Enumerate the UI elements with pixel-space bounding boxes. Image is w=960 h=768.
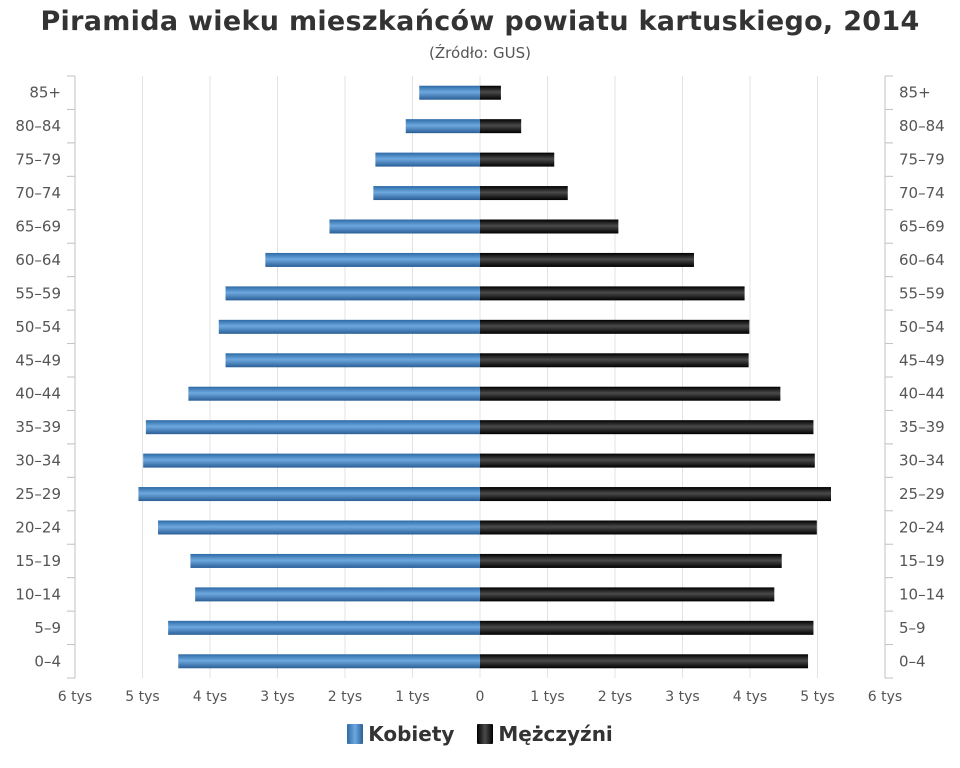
category-label-right: 85+ bbox=[899, 84, 931, 102]
category-label-left: 35–39 bbox=[15, 418, 61, 436]
category-label-right: 55–59 bbox=[899, 284, 945, 302]
category-label-right: 0–4 bbox=[899, 652, 926, 670]
category-label-left: 30–34 bbox=[15, 452, 61, 470]
bar-kobiety[interactable] bbox=[405, 119, 480, 134]
category-label-left: 60–64 bbox=[15, 251, 61, 269]
bar-mezczyzni[interactable] bbox=[480, 553, 782, 568]
bar-kobiety[interactable] bbox=[419, 85, 480, 100]
category-label-left: 65–69 bbox=[15, 218, 61, 236]
bar-mezczyzni[interactable] bbox=[480, 520, 817, 535]
legend-label-kobiety: Kobiety bbox=[368, 722, 455, 746]
x-tick-label: 6 tys bbox=[58, 689, 92, 705]
bar-kobiety[interactable] bbox=[225, 286, 480, 301]
category-label-left: 40–44 bbox=[15, 385, 61, 403]
category-label-right: 30–34 bbox=[899, 452, 945, 470]
category-label-left: 25–29 bbox=[15, 485, 61, 503]
bar-mezczyzni[interactable] bbox=[480, 620, 814, 635]
category-label-right: 40–44 bbox=[899, 385, 945, 403]
legend: Kobiety Mężczyźni bbox=[0, 722, 960, 749]
bar-mezczyzni[interactable] bbox=[480, 152, 555, 167]
legend-item-mezczyzni[interactable]: Mężczyźni bbox=[477, 722, 613, 746]
category-label-left: 70–74 bbox=[15, 184, 61, 202]
category-label-right: 10–14 bbox=[899, 585, 945, 603]
x-tick-label: 5 tys bbox=[800, 689, 834, 705]
x-tick-label: 1 tys bbox=[395, 689, 429, 705]
category-label-right: 5–9 bbox=[899, 619, 926, 637]
x-tick-label: 5 tys bbox=[125, 689, 159, 705]
bar-kobiety[interactable] bbox=[138, 487, 480, 502]
category-label-right: 25–29 bbox=[899, 485, 945, 503]
bar-kobiety[interactable] bbox=[329, 219, 480, 234]
bar-mezczyzni[interactable] bbox=[480, 487, 831, 502]
category-label-right: 45–49 bbox=[899, 351, 945, 369]
bar-mezczyzni[interactable] bbox=[480, 587, 775, 602]
x-tick-label: 1 tys bbox=[530, 689, 564, 705]
x-tick-label: 4 tys bbox=[193, 689, 227, 705]
category-label-left: 80–84 bbox=[15, 117, 61, 135]
category-label-right: 80–84 bbox=[899, 117, 945, 135]
category-label-left: 50–54 bbox=[15, 318, 61, 336]
category-label-left: 20–24 bbox=[15, 519, 61, 537]
bar-kobiety[interactable] bbox=[188, 386, 480, 401]
bar-kobiety[interactable] bbox=[158, 520, 480, 535]
chart-title: Piramida wieku mieszkańców powiatu kartu… bbox=[40, 6, 920, 37]
x-tick-label: 6 tys bbox=[868, 689, 902, 705]
bar-mezczyzni[interactable] bbox=[480, 386, 781, 401]
x-tick-label: 4 tys bbox=[733, 689, 767, 705]
bars bbox=[138, 85, 831, 669]
category-label-left: 75–79 bbox=[15, 151, 61, 169]
legend-swatch-mezczyzni bbox=[477, 724, 494, 744]
category-label-left: 55–59 bbox=[15, 284, 61, 302]
bar-kobiety[interactable] bbox=[218, 319, 480, 334]
legend-item-kobiety[interactable]: Kobiety bbox=[347, 722, 454, 746]
bar-mezczyzni[interactable] bbox=[480, 119, 522, 134]
category-label-left: 15–19 bbox=[15, 552, 61, 570]
category-label-right: 75–79 bbox=[899, 151, 945, 169]
bar-mezczyzni[interactable] bbox=[480, 252, 694, 267]
bar-mezczyzni[interactable] bbox=[480, 186, 568, 201]
category-label-right: 15–19 bbox=[899, 552, 945, 570]
bar-kobiety[interactable] bbox=[225, 353, 480, 368]
x-tick-label: 3 tys bbox=[260, 689, 294, 705]
x-tick-label: 3 tys bbox=[665, 689, 699, 705]
category-label-right: 35–39 bbox=[899, 418, 945, 436]
category-label-right: 60–64 bbox=[899, 251, 945, 269]
x-tick-label: 2 tys bbox=[328, 689, 362, 705]
bar-kobiety[interactable] bbox=[143, 453, 481, 468]
category-label-left: 45–49 bbox=[15, 351, 61, 369]
bar-mezczyzni[interactable] bbox=[480, 85, 501, 100]
bar-mezczyzni[interactable] bbox=[480, 654, 809, 669]
category-label-left: 5–9 bbox=[34, 619, 61, 637]
bar-kobiety[interactable] bbox=[190, 553, 481, 568]
category-label-left: 10–14 bbox=[15, 585, 61, 603]
category-label-right: 70–74 bbox=[899, 184, 945, 202]
bar-mezczyzni[interactable] bbox=[480, 453, 815, 468]
bar-mezczyzni[interactable] bbox=[480, 420, 814, 435]
axis-labels: 6 tys 5 tys 4 tys 3 tys 2 tys 1 tys 0 1 tys 2 ty… bbox=[15, 84, 944, 705]
bar-mezczyzni[interactable] bbox=[480, 319, 750, 334]
bar-kobiety[interactable] bbox=[168, 620, 480, 635]
bar-kobiety[interactable] bbox=[145, 420, 480, 435]
x-tick-label: 2 tys bbox=[598, 689, 632, 705]
bar-kobiety[interactable] bbox=[375, 152, 480, 167]
x-tick-label: 0 bbox=[476, 689, 485, 705]
bar-kobiety[interactable] bbox=[373, 186, 480, 201]
category-label-right: 65–69 bbox=[899, 218, 945, 236]
legend-label-mezczyzni: Mężczyźni bbox=[498, 722, 613, 746]
bar-kobiety[interactable] bbox=[178, 654, 480, 669]
category-label-left: 85+ bbox=[29, 84, 61, 102]
bar-mezczyzni[interactable] bbox=[480, 353, 749, 368]
grid-lines bbox=[142, 76, 818, 678]
category-label-left: 0–4 bbox=[34, 652, 61, 670]
chart-subtitle: (Źródło: GUS) bbox=[429, 44, 531, 62]
axes bbox=[67, 75, 893, 679]
legend-swatch-kobiety bbox=[347, 724, 364, 744]
bar-kobiety[interactable] bbox=[195, 587, 480, 602]
category-label-right: 20–24 bbox=[899, 519, 945, 537]
bar-mezczyzni[interactable] bbox=[480, 219, 619, 234]
category-label-right: 50–54 bbox=[899, 318, 945, 336]
bar-kobiety[interactable] bbox=[265, 252, 480, 267]
bar-mezczyzni[interactable] bbox=[480, 286, 745, 301]
